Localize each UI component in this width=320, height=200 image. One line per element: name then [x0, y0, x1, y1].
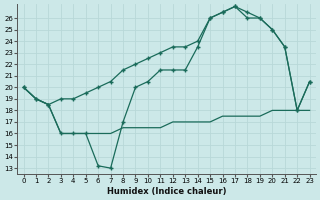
X-axis label: Humidex (Indice chaleur): Humidex (Indice chaleur) — [107, 187, 226, 196]
